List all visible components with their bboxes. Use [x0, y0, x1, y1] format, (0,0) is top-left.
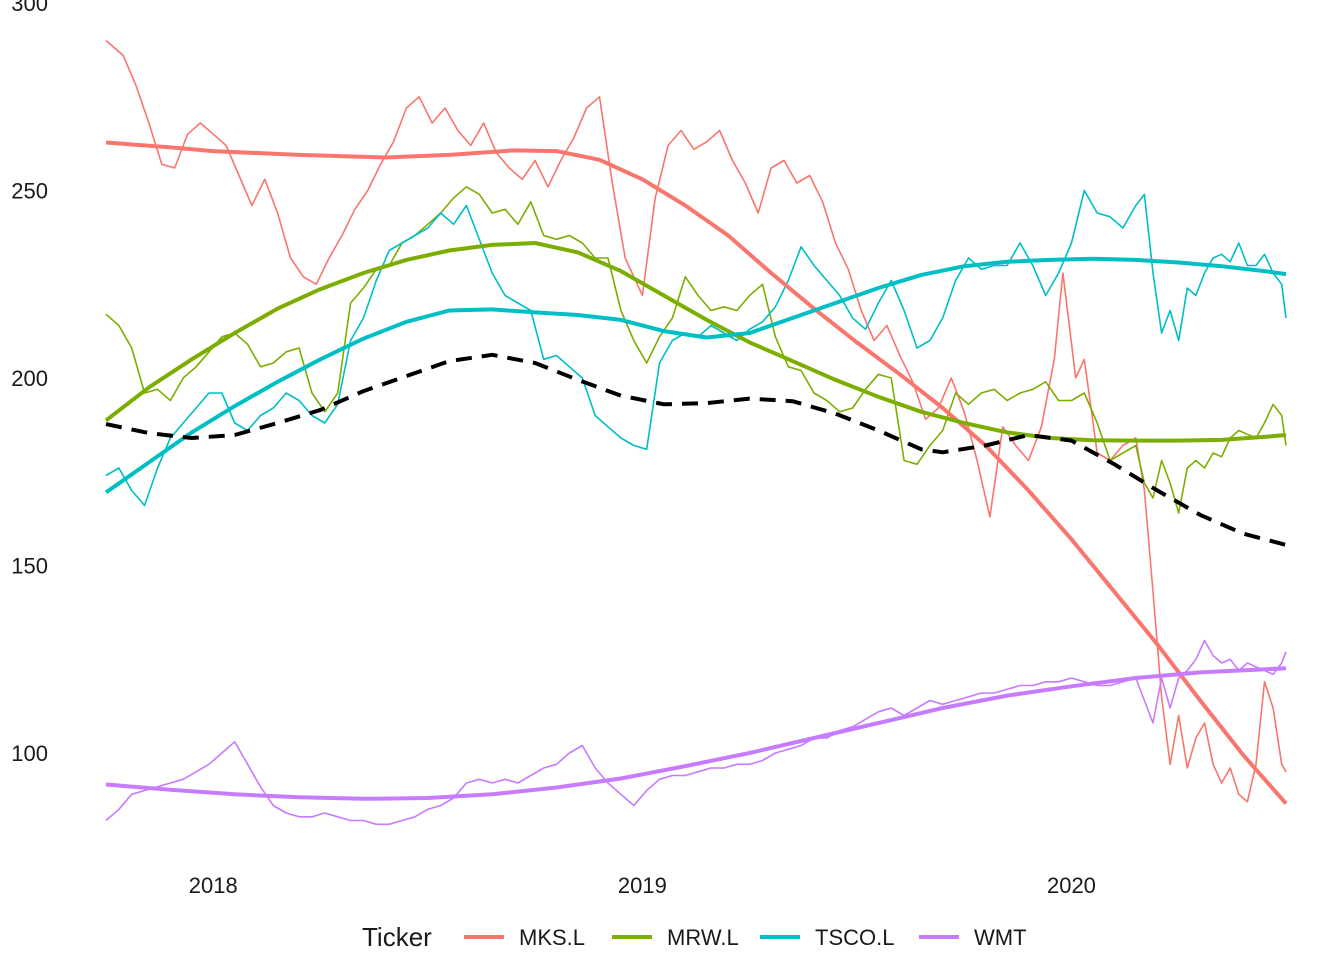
x-tick-label: 2020: [1047, 873, 1096, 898]
series-line-tsco-l: [105, 189, 1287, 507]
y-tick-label: 300: [11, 0, 48, 16]
legend-title: Ticker: [362, 922, 432, 952]
legend-item-mrw-l: MRW.L: [612, 925, 739, 950]
legend: Ticker MKS.L MRW.L TSCO.L WMT: [362, 922, 1027, 952]
trend-line-tsco-l: [104, 256, 1287, 495]
x-tick-label: 2018: [189, 873, 238, 898]
y-tick-label: 250: [11, 179, 48, 204]
y-tick-label: 200: [11, 366, 48, 391]
y-tick-label: 150: [11, 554, 48, 579]
x-tick-label: 2019: [618, 873, 667, 898]
raw-price-lines: [105, 39, 1287, 826]
trend-line-mks-l: [105, 140, 1288, 805]
series-line-mks-l: [105, 39, 1287, 803]
legend-label: MKS.L: [519, 925, 585, 950]
trend-line-wmt: [105, 666, 1287, 801]
trend-line-mrw-l: [104, 241, 1287, 443]
y-axis-tick-labels: 100 150 200 250 300: [11, 0, 48, 766]
series-line-wmt: [105, 639, 1287, 826]
y-tick-label: 100: [11, 741, 48, 766]
trend-line-overall: [105, 352, 1287, 547]
legend-label: MRW.L: [667, 925, 739, 950]
legend-item-tsco-l: TSCO.L: [760, 925, 894, 950]
x-axis-tick-labels: 2018 2019 2020: [189, 873, 1096, 898]
legend-item-wmt: WMT: [919, 925, 1027, 950]
legend-item-mks-l: MKS.L: [464, 925, 585, 950]
legend-label: WMT: [974, 925, 1027, 950]
series-line-mrw-l: [105, 186, 1287, 514]
smoothed-trend-lines: [104, 140, 1288, 805]
legend-label: TSCO.L: [815, 925, 894, 950]
